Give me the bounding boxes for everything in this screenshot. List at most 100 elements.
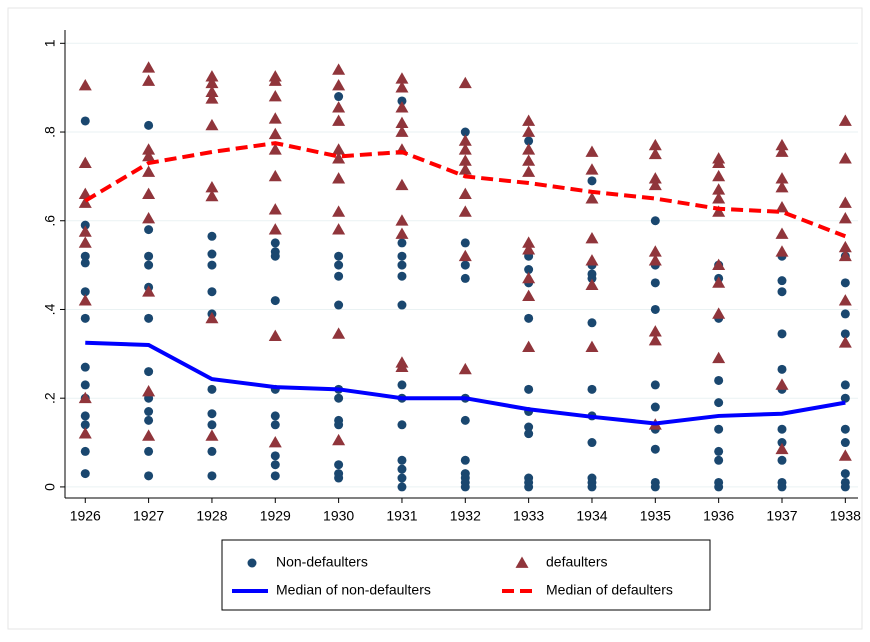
data-point — [648, 178, 662, 191]
data-point — [587, 384, 597, 394]
data-point — [395, 227, 409, 239]
y-tick-label: .2 — [42, 392, 58, 404]
data-point — [838, 449, 852, 461]
data-point — [397, 96, 407, 106]
data-point — [840, 329, 850, 339]
data-point — [207, 249, 217, 259]
data-point — [838, 212, 852, 224]
x-tick-label: 1928 — [196, 508, 227, 524]
data-point — [397, 260, 407, 270]
data-point — [585, 231, 599, 244]
data-point — [80, 411, 90, 421]
data-point — [207, 420, 217, 430]
data-point — [775, 245, 789, 257]
data-point — [144, 446, 154, 456]
data-point — [268, 436, 282, 448]
data-point — [80, 116, 90, 126]
data-point — [142, 212, 156, 224]
data-point — [142, 165, 156, 177]
data-point — [395, 178, 409, 191]
data-point — [587, 176, 597, 186]
data-point — [395, 125, 409, 137]
data-point — [775, 442, 789, 455]
data-point — [78, 236, 92, 248]
data-point — [395, 116, 409, 129]
data-point — [524, 482, 534, 492]
data-point — [332, 63, 346, 75]
data-point — [458, 249, 472, 262]
legend-label: Median of defaulters — [546, 582, 673, 598]
data-point — [332, 101, 346, 113]
data-point — [648, 147, 662, 160]
data-point — [80, 420, 90, 430]
data-point — [332, 78, 346, 91]
data-point — [144, 313, 154, 323]
data-point — [838, 249, 852, 262]
data-point — [80, 446, 90, 456]
data-point — [332, 433, 346, 446]
data-point — [270, 420, 280, 430]
data-point — [460, 415, 470, 425]
y-tick-label: .4 — [42, 303, 58, 315]
data-point — [522, 154, 536, 166]
x-tick-label: 1931 — [386, 508, 417, 524]
y-tick-label: 0 — [42, 483, 58, 491]
data-point — [78, 225, 92, 237]
data-point — [334, 271, 344, 281]
data-point — [585, 278, 599, 290]
data-point — [397, 420, 407, 430]
data-point — [522, 165, 536, 177]
data-point — [142, 74, 156, 86]
data-point — [460, 127, 470, 137]
data-point — [648, 172, 662, 184]
data-point — [142, 149, 156, 162]
x-tick-label: 1935 — [640, 508, 671, 524]
data-point — [80, 380, 90, 390]
data-point — [78, 294, 92, 306]
data-point — [460, 238, 470, 248]
data-point — [714, 482, 724, 492]
data-point — [460, 260, 470, 270]
data-point — [270, 251, 280, 261]
data-point — [80, 469, 90, 479]
data-point — [144, 120, 154, 130]
data-point — [712, 351, 726, 364]
median-line — [85, 340, 846, 426]
graph-region — [7, 7, 863, 630]
data-point — [522, 236, 536, 248]
data-point — [78, 156, 92, 168]
data-point — [775, 227, 789, 239]
data-point — [270, 296, 280, 306]
data-point — [334, 260, 344, 270]
data-point — [397, 251, 407, 261]
data-point — [395, 214, 409, 226]
data-point — [78, 78, 92, 91]
data-point — [712, 156, 726, 168]
data-point — [775, 145, 789, 157]
data-point — [395, 72, 409, 84]
data-point — [650, 304, 660, 314]
data-point — [334, 460, 344, 470]
y-tick-label: .8 — [42, 126, 58, 138]
x-tick-label: 1937 — [766, 508, 797, 524]
data-point — [142, 187, 156, 200]
data-point — [80, 220, 90, 230]
x-tick-label: 1938 — [830, 508, 861, 524]
x-tick-label: 1932 — [450, 508, 481, 524]
data-point — [334, 420, 344, 430]
data-point — [332, 327, 346, 339]
data-point — [458, 76, 472, 89]
data-point — [524, 313, 534, 323]
data-point — [777, 364, 787, 374]
data-point — [268, 203, 282, 215]
data-point — [144, 471, 154, 481]
data-point — [334, 92, 344, 102]
data-point — [270, 451, 280, 461]
data-point — [397, 238, 407, 248]
data-point — [585, 254, 599, 266]
data-point — [458, 154, 472, 166]
data-point — [840, 424, 850, 434]
data-point — [268, 74, 282, 86]
data-point — [777, 287, 787, 297]
